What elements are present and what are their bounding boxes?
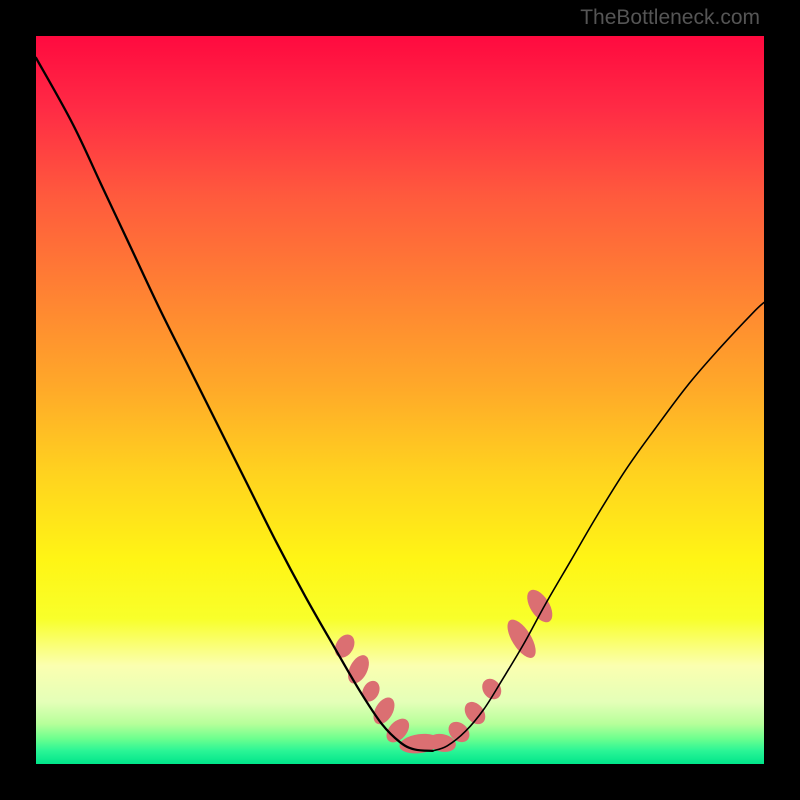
v-curve-left xyxy=(36,58,433,751)
bead xyxy=(460,698,489,728)
bead xyxy=(331,631,359,661)
curve-svg xyxy=(36,36,764,764)
bead xyxy=(359,678,383,705)
beads-group xyxy=(331,586,558,756)
plot-area xyxy=(36,36,764,764)
v-curve-right xyxy=(433,302,764,750)
bead xyxy=(478,675,505,703)
watermark-text: TheBottleneck.com xyxy=(580,6,760,30)
